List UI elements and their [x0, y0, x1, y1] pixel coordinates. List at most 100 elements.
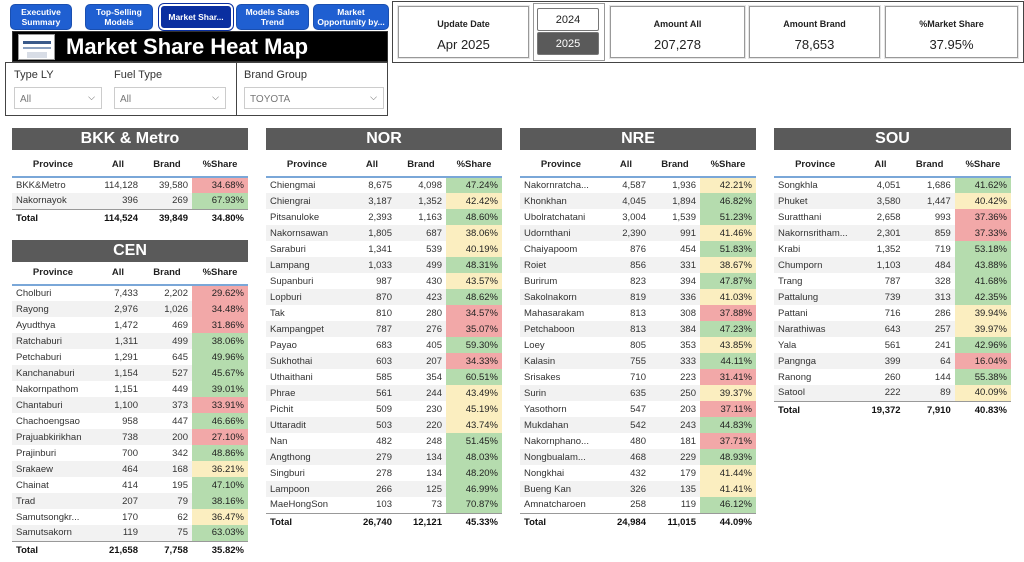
table-row[interactable]: Saraburi 1,341 539 40.19%: [266, 241, 502, 257]
table-row[interactable]: Phrae 561 244 43.49%: [266, 385, 502, 401]
table-row[interactable]: Ubolratchatani 3,004 1,539 51.23%: [520, 209, 756, 225]
column-header-province[interactable]: Province: [774, 153, 857, 178]
table-row[interactable]: Nongbualam... 468 229 48.93%: [520, 449, 756, 465]
table-row[interactable]: Nakornayok 396 269 67.93%: [12, 193, 248, 209]
table-row[interactable]: Srakaew 464 168 36.21%: [12, 461, 248, 477]
table-row[interactable]: Udornthani 2,390 991 41.46%: [520, 225, 756, 241]
table-row[interactable]: Phuket 3,580 1,447 40.42%: [774, 193, 1011, 209]
tab-market-opportunity[interactable]: Market Opportunity by...: [313, 4, 389, 30]
table-row[interactable]: Khonkhan 4,045 1,894 46.82%: [520, 193, 756, 209]
table-row[interactable]: Ranong 260 144 55.38%: [774, 369, 1011, 385]
table-row[interactable]: Nakornsritham... 2,301 859 37.33%: [774, 225, 1011, 241]
column-header-brand[interactable]: Brand: [142, 153, 192, 178]
table-row[interactable]: Nakornpathom 1,151 449 39.01%: [12, 381, 248, 397]
table-row[interactable]: Pangnga 399 64 16.04%: [774, 353, 1011, 369]
table-row[interactable]: Songkhla 4,051 1,686 41.62%: [774, 177, 1011, 193]
column-header-brand[interactable]: Brand: [904, 153, 955, 178]
column-header-share[interactable]: %Share: [192, 153, 248, 178]
table-row[interactable]: Surin 635 250 39.37%: [520, 385, 756, 401]
column-header-share[interactable]: %Share: [700, 153, 756, 178]
table-row[interactable]: Mukdahan 542 243 44.83%: [520, 417, 756, 433]
tab-market-share[interactable]: Market Shar...: [158, 3, 234, 31]
table-row[interactable]: Pattani 716 286 39.94%: [774, 305, 1011, 321]
table-row[interactable]: Kalasin 755 333 44.11%: [520, 353, 756, 369]
table-row[interactable]: Tak 810 280 34.57%: [266, 305, 502, 321]
table-row[interactable]: Pattalung 739 313 42.35%: [774, 289, 1011, 305]
table-row[interactable]: Lampoon 266 125 46.99%: [266, 481, 502, 497]
table-row[interactable]: Krabi 1,352 719 53.18%: [774, 241, 1011, 257]
table-row[interactable]: Chiengmai 8,675 4,098 47.24%: [266, 177, 502, 193]
table-row[interactable]: Chumporn 1,103 484 43.88%: [774, 257, 1011, 273]
table-row[interactable]: Supanburi 987 430 43.57%: [266, 273, 502, 289]
table-row[interactable]: Uttaradit 503 220 43.74%: [266, 417, 502, 433]
table-row[interactable]: Nakornsawan 1,805 687 38.06%: [266, 225, 502, 241]
column-header-province[interactable]: Province: [520, 153, 602, 178]
table-row[interactable]: Trad 207 79 38.16%: [12, 493, 248, 509]
tab-top-selling-models[interactable]: Top-Selling Models: [85, 4, 153, 30]
brand-group-dropdown[interactable]: TOYOTA ⌵: [244, 87, 384, 109]
tab-executive-summary[interactable]: Executive Summary: [10, 4, 72, 30]
table-row[interactable]: Sukhothai 603 207 34.33%: [266, 353, 502, 369]
table-row[interactable]: Yala 561 241 42.96%: [774, 337, 1011, 353]
table-row[interactable]: Payao 683 405 59.30%: [266, 337, 502, 353]
column-header-brand[interactable]: Brand: [396, 153, 446, 178]
column-header-share[interactable]: %Share: [192, 261, 248, 286]
table-row[interactable]: Samutsakorn 119 75 63.03%: [12, 525, 248, 541]
table-row[interactable]: Roiet 856 331 38.67%: [520, 257, 756, 273]
table-row[interactable]: Lampang 1,033 499 48.31%: [266, 257, 502, 273]
table-row[interactable]: Chaiyapoom 876 454 51.83%: [520, 241, 756, 257]
table-row[interactable]: Satool 222 89 40.09%: [774, 385, 1011, 401]
table-row[interactable]: Chiengrai 3,187 1,352 42.42%: [266, 193, 502, 209]
table-row[interactable]: Suratthani 2,658 993 37.36%: [774, 209, 1011, 225]
table-row[interactable]: Chantaburi 1,100 373 33.91%: [12, 397, 248, 413]
table-row[interactable]: Prajinburi 700 342 48.86%: [12, 445, 248, 461]
table-row[interactable]: MaeHongSon 103 73 70.87%: [266, 497, 502, 513]
column-header-share[interactable]: %Share: [446, 153, 502, 178]
column-header-province[interactable]: Province: [12, 261, 94, 286]
table-row[interactable]: Angthong 279 134 48.03%: [266, 449, 502, 465]
table-row[interactable]: Samutsongkr... 170 62 36.47%: [12, 509, 248, 525]
table-row[interactable]: Petchaburi 1,291 645 49.96%: [12, 349, 248, 365]
table-row[interactable]: Pichit 509 230 45.19%: [266, 401, 502, 417]
table-row[interactable]: Ayudthya 1,472 469 31.86%: [12, 317, 248, 333]
year-option-2024[interactable]: 2024: [537, 8, 599, 31]
table-row[interactable]: Bueng Kan 326 135 41.41%: [520, 481, 756, 497]
table-row[interactable]: Kampangpet 787 276 35.07%: [266, 321, 502, 337]
table-row[interactable]: Nakornratcha... 4,587 1,936 42.21%: [520, 177, 756, 193]
table-row[interactable]: Pitsanuloke 2,393 1,163 48.60%: [266, 209, 502, 225]
table-row[interactable]: Petchaboon 813 384 47.23%: [520, 321, 756, 337]
table-row[interactable]: Srisakes 710 223 31.41%: [520, 369, 756, 385]
table-row[interactable]: BKK&Metro 114,128 39,580 34.68%: [12, 177, 248, 193]
tab-models-sales-trend[interactable]: Models Sales Trend: [236, 4, 309, 30]
table-row[interactable]: Burirum 823 394 47.87%: [520, 273, 756, 289]
fuel-type-dropdown[interactable]: All ⌵: [114, 87, 226, 109]
year-option-2025[interactable]: 2025: [537, 32, 599, 55]
type-ly-dropdown[interactable]: All ⌵: [14, 87, 102, 109]
column-header-province[interactable]: Province: [266, 153, 348, 178]
table-row[interactable]: Prajuabkirikhan 738 200 27.10%: [12, 429, 248, 445]
table-row[interactable]: Uthaithani 585 354 60.51%: [266, 369, 502, 385]
table-row[interactable]: Nan 482 248 51.45%: [266, 433, 502, 449]
table-row[interactable]: Trang 787 328 41.68%: [774, 273, 1011, 289]
table-row[interactable]: Chachoengsao 958 447 46.66%: [12, 413, 248, 429]
table-row[interactable]: Rayong 2,976 1,026 34.48%: [12, 301, 248, 317]
table-row[interactable]: Amnatcharoen 258 119 46.12%: [520, 497, 756, 513]
column-header-all[interactable]: All: [856, 153, 905, 178]
table-row[interactable]: Cholburi 7,433 2,202 29.62%: [12, 285, 248, 301]
column-header-all[interactable]: All: [602, 153, 650, 178]
column-header-all[interactable]: All: [94, 153, 142, 178]
table-row[interactable]: Nakornphano... 480 181 37.71%: [520, 433, 756, 449]
column-header-brand[interactable]: Brand: [142, 261, 192, 286]
table-row[interactable]: Kanchanaburi 1,154 527 45.67%: [12, 365, 248, 381]
table-row[interactable]: Sakolnakorn 819 336 41.03%: [520, 289, 756, 305]
table-row[interactable]: Mahasarakam 813 308 37.88%: [520, 305, 756, 321]
table-row[interactable]: Yasothorn 547 203 37.11%: [520, 401, 756, 417]
column-header-all[interactable]: All: [348, 153, 396, 178]
table-row[interactable]: Chainat 414 195 47.10%: [12, 477, 248, 493]
table-row[interactable]: Lopburi 870 423 48.62%: [266, 289, 502, 305]
table-row[interactable]: Narathiwas 643 257 39.97%: [774, 321, 1011, 337]
table-row[interactable]: Loey 805 353 43.85%: [520, 337, 756, 353]
column-header-province[interactable]: Province: [12, 153, 94, 178]
column-header-share[interactable]: %Share: [954, 153, 1011, 178]
column-header-all[interactable]: All: [94, 261, 142, 286]
